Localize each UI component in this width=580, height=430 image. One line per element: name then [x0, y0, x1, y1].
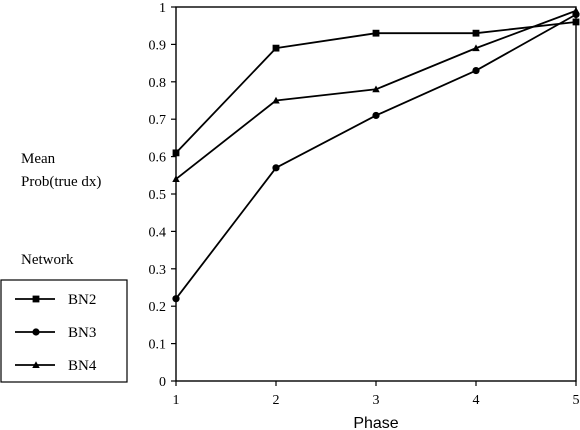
legend-label: BN3 [68, 325, 96, 341]
y-tick-label: 1 [159, 1, 166, 16]
x-axis-label: Phase [353, 415, 398, 430]
data-point [472, 29, 480, 37]
y-tick-label: 0.9 [149, 38, 167, 53]
series-group [172, 7, 580, 303]
data-point [172, 149, 180, 157]
y-axis-label: Mean Prob(true dx) [21, 151, 101, 190]
data-point [272, 44, 280, 52]
x-axis-ticks: 1 2 3 4 5 [173, 381, 580, 408]
series-bn3 [172, 10, 580, 303]
data-point [472, 44, 480, 52]
legend-label: BN2 [68, 292, 96, 308]
data-point [572, 7, 580, 14]
x-tick-label: 3 [373, 393, 380, 408]
legend-title-group: Network [21, 252, 74, 268]
y-tick-label: 0.3 [149, 263, 167, 278]
legend-item-bn4: BN4 [15, 358, 97, 374]
y-tick-label: 0.8 [149, 76, 167, 91]
x-tick-label: 4 [473, 393, 480, 408]
data-point [272, 96, 280, 104]
legend-marker [32, 328, 40, 336]
x-tick-label: 1 [173, 393, 180, 408]
plot-frame [175, 6, 577, 382]
legend-item-bn2: BN2 [15, 292, 96, 308]
y-axis-label-line: Prob(true dx) [21, 174, 101, 190]
y-tick-label: 0.7 [149, 113, 167, 128]
y-tick-label: 0.6 [149, 151, 167, 166]
y-tick-label: 0.2 [149, 300, 167, 315]
data-point [472, 66, 480, 75]
legend-title: Network [21, 252, 74, 268]
axes [175, 6, 577, 382]
legend-marker [32, 361, 40, 368]
legend-item-bn3: BN3 [15, 325, 96, 341]
y-axis-label-line: Mean [21, 151, 56, 167]
y-tick-label: 0 [159, 375, 166, 390]
data-point [372, 85, 380, 93]
y-tick-label: 0.5 [149, 188, 167, 203]
x-tick-label: 2 [273, 393, 280, 408]
x-tick-label: 5 [573, 393, 580, 408]
legend-label: BN4 [68, 358, 97, 374]
y-tick-label: 0.4 [149, 225, 167, 240]
y-tick-label: 0.1 [149, 338, 167, 353]
y-axis-ticks: 0 0.1 0.2 0.3 0.4 0.5 0.6 0.7 0.8 0.9 1 [149, 1, 176, 390]
data-point [372, 29, 380, 37]
series-bn4 [172, 7, 580, 183]
data-point [272, 164, 280, 172]
legend: BN2 BN3 BN4 [0, 279, 128, 383]
data-point [372, 111, 380, 120]
series-line-bn3 [175, 13, 577, 300]
data-point [572, 18, 580, 26]
series-bn2 [172, 18, 580, 157]
data-point [172, 295, 180, 303]
legend-box [0, 279, 128, 383]
data-point [172, 175, 180, 183]
legend-marker [32, 295, 40, 303]
